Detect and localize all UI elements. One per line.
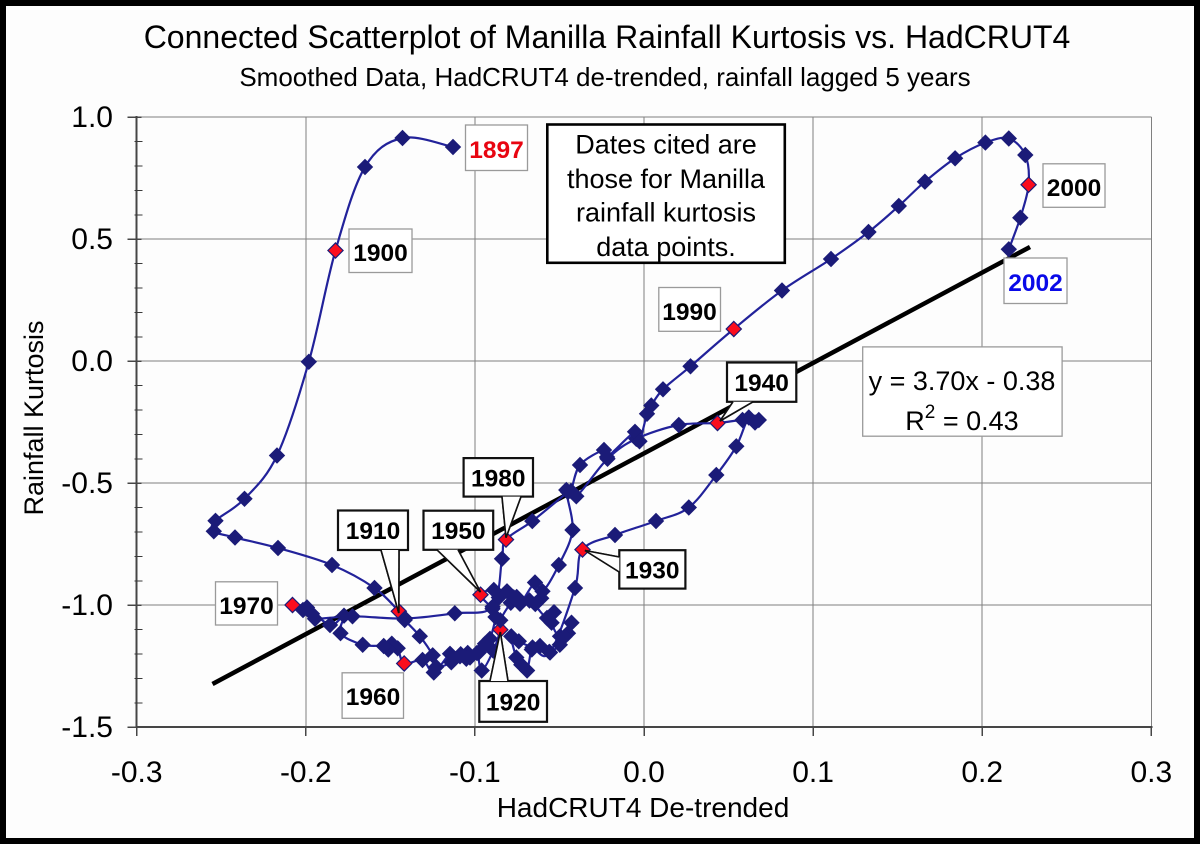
svg-text:1950: 1950	[431, 518, 486, 545]
svg-text:R2 = 0.43: R2 = 0.43	[905, 402, 1018, 436]
svg-text:Rainfall Kurtosis: Rainfall Kurtosis	[19, 320, 49, 515]
svg-text:1910: 1910	[346, 518, 401, 545]
svg-text:data points.: data points.	[596, 232, 736, 262]
svg-text:0.2: 0.2	[961, 756, 1003, 789]
svg-text:2002: 2002	[1008, 270, 1063, 297]
svg-text:Smoothed Data, HadCRUT4 de-tre: Smoothed Data, HadCRUT4 de-trended, rain…	[239, 62, 970, 92]
svg-text:-1.0: -1.0	[61, 589, 113, 622]
svg-text:HadCRUT4 De-trended: HadCRUT4 De-trended	[497, 792, 790, 823]
svg-text:1897: 1897	[469, 137, 524, 164]
svg-text:1990: 1990	[662, 299, 717, 326]
svg-text:1960: 1960	[346, 684, 401, 711]
svg-text:1980: 1980	[471, 465, 526, 492]
svg-text:2000: 2000	[1047, 175, 1102, 202]
svg-text:0.5: 0.5	[71, 223, 113, 256]
svg-text:0.1: 0.1	[792, 756, 834, 789]
svg-text:Connected Scatterplot of Manil: Connected Scatterplot of Manilla Rainfal…	[144, 19, 1071, 55]
svg-text:1.0: 1.0	[71, 101, 113, 134]
svg-text:-0.3: -0.3	[111, 756, 163, 789]
svg-text:-0.2: -0.2	[280, 756, 332, 789]
svg-text:1970: 1970	[219, 593, 274, 620]
svg-text:-1.5: -1.5	[61, 711, 113, 744]
svg-text:0.3: 0.3	[1130, 756, 1172, 789]
svg-text:Dates cited are: Dates cited are	[575, 130, 757, 160]
svg-text:0.0: 0.0	[71, 345, 113, 378]
svg-text:-0.5: -0.5	[61, 467, 113, 500]
svg-text:those for Manilla: those for Manilla	[567, 164, 766, 194]
svg-text:1900: 1900	[353, 240, 408, 267]
svg-text:1940: 1940	[734, 370, 789, 397]
svg-text:1920: 1920	[486, 689, 541, 716]
svg-text:0.0: 0.0	[623, 756, 665, 789]
svg-text:rainfall kurtosis: rainfall kurtosis	[576, 198, 756, 228]
svg-text:-0.1: -0.1	[449, 756, 501, 789]
svg-text:y = 3.70x - 0.38: y = 3.70x - 0.38	[869, 366, 1056, 396]
svg-text:1930: 1930	[625, 557, 680, 584]
